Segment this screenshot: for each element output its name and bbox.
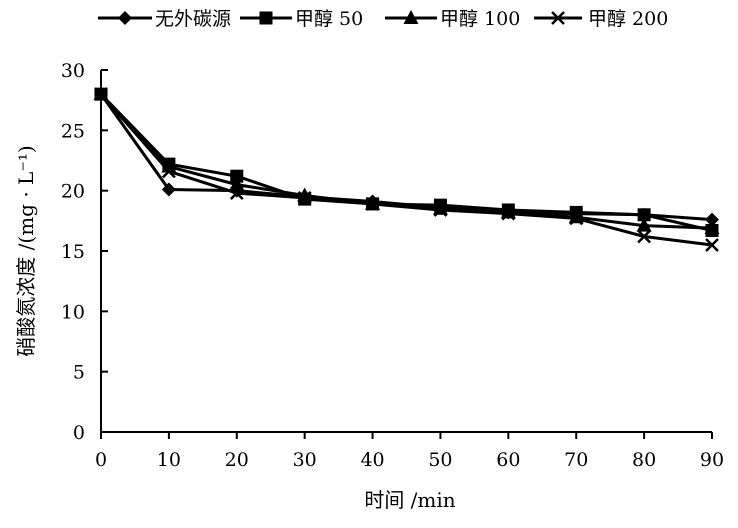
legend-marker [551, 11, 565, 25]
x-tick-label: 30 [293, 449, 317, 471]
data-point [569, 211, 584, 226]
series-line [99, 93, 713, 247]
x-tick-label: 90 [700, 449, 724, 471]
data-point [230, 169, 244, 183]
series-3 [94, 87, 719, 252]
data-point [637, 229, 651, 244]
y-ticks: 0 5 10 15 20 25 30 [61, 60, 108, 444]
x-axis-title: 时间 /min [364, 488, 455, 512]
x-tick-label: 10 [157, 449, 181, 471]
legend-label: 甲醇 50 [295, 8, 363, 30]
data-point [705, 238, 719, 252]
series-1 [94, 87, 719, 237]
data-point [161, 182, 176, 197]
series-layer [93, 86, 720, 252]
x-ticks: 0 10 20 30 40 50 60 70 80 90 [95, 432, 724, 471]
y-tick-label: 30 [61, 60, 85, 82]
legend-item: 甲醇 100 [385, 8, 520, 30]
series-2 [93, 86, 720, 235]
legend-item: 甲醇 50 [240, 8, 363, 30]
x-tick-label: 0 [95, 449, 107, 471]
y-tick-label: 25 [61, 120, 85, 142]
data-point [501, 206, 516, 221]
y-tick-label: 10 [61, 301, 85, 323]
x-tick-label: 40 [360, 449, 384, 471]
y-tick-label: 15 [61, 241, 85, 263]
data-point [162, 164, 176, 179]
series-line [99, 93, 713, 222]
legend-label: 甲醇 100 [440, 8, 520, 30]
axes [100, 70, 712, 433]
x-tick-label: 70 [564, 449, 588, 471]
data-point [637, 208, 651, 222]
y-axis-title: 硝酸氮浓度 /(mg · L⁻¹) [14, 145, 38, 356]
x-tick-label: 80 [632, 449, 656, 471]
x-tick-label: 20 [225, 449, 249, 471]
x-tick-label: 50 [428, 449, 452, 471]
legend-marker [259, 11, 273, 25]
series-line [99, 93, 713, 232]
data-point [94, 87, 108, 102]
legend: 无外碳源 甲醇 50 甲醇 100 甲醇 200 [98, 8, 668, 30]
data-point [433, 203, 448, 217]
data-point [297, 191, 312, 205]
y-tick-label: 5 [73, 362, 85, 384]
legend-label: 甲醇 200 [588, 8, 668, 30]
data-point [636, 217, 652, 232]
data-point [365, 197, 380, 211]
legend-marker [403, 10, 419, 24]
x-tick-label: 60 [496, 449, 520, 471]
data-point [705, 212, 719, 227]
y-tick-label: 0 [73, 422, 85, 444]
legend-label: 无外碳源 [155, 8, 231, 30]
data-point [704, 220, 720, 235]
legend-item: 无外碳源 [98, 8, 231, 30]
data-point [229, 186, 244, 200]
data-point [229, 176, 245, 191]
legend-marker [118, 11, 132, 25]
y-tick-label: 20 [61, 181, 85, 203]
legend-item: 甲醇 200 [534, 8, 668, 30]
